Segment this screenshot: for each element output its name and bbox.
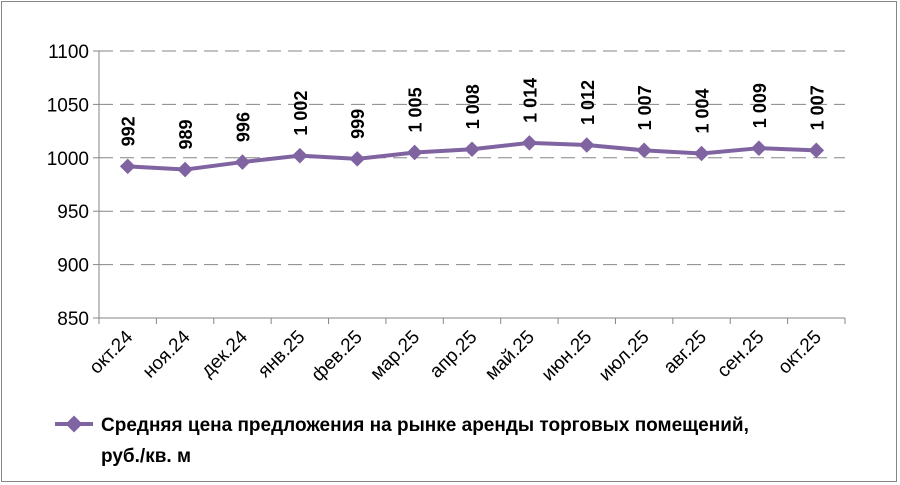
data-label: 1 007 [635, 85, 655, 130]
x-tick-label: май.25 [481, 327, 539, 385]
data-point [578, 137, 595, 153]
data-point [808, 142, 825, 159]
x-tick-label: апр.25 [426, 327, 482, 383]
x-tick-label: июн.25 [538, 327, 597, 386]
data-label: 1 009 [750, 83, 770, 128]
y-tick-label: 1000 [47, 149, 89, 170]
axes [93, 50, 846, 324]
data-label: 992 [119, 116, 139, 146]
x-tick-label: дек.24 [197, 326, 252, 381]
x-tick-label: июл.25 [595, 327, 654, 386]
data-label: 1 007 [807, 85, 827, 130]
y-tick-label: 1050 [47, 95, 89, 116]
data-point [464, 141, 480, 158]
data-point [119, 158, 136, 175]
x-tick-label: фев.25 [308, 327, 367, 386]
legend-label-line2: руб./кв. м [101, 446, 191, 467]
series-markers [119, 135, 825, 178]
legend-marker-sample [65, 415, 83, 433]
data-point [349, 151, 366, 167]
x-tick-label: авг.25 [660, 327, 711, 378]
data-label: 1 004 [693, 88, 713, 133]
data-labels: 992 989 996 1 002 999 1 005 1 008 1 014 1 012 1 0… [119, 78, 828, 150]
x-tick-label: сен.25 [713, 327, 768, 382]
data-label: 999 [348, 109, 368, 139]
y-tick-label: 950 [57, 202, 89, 223]
grid-lines [99, 50, 845, 266]
data-point [292, 147, 308, 164]
y-tick-label: 1100 [48, 42, 89, 63]
data-point [693, 145, 710, 162]
data-point [636, 142, 652, 159]
x-tick-label: окт.24 [86, 326, 138, 378]
data-label: 1 005 [406, 87, 426, 132]
x-tick-label: ноя.24 [139, 326, 195, 382]
data-point [406, 144, 423, 161]
legend-label-line1: Средняя цена предложения на рынке аренды… [101, 415, 749, 436]
data-label: 989 [176, 120, 196, 150]
data-label: 1 012 [578, 80, 598, 125]
x-tick-label: янв.25 [254, 327, 309, 382]
data-label: 1 008 [463, 84, 483, 129]
data-label: 1 002 [291, 91, 311, 136]
y-tick-label: 850 [57, 309, 89, 330]
y-tick-label: 900 [57, 256, 89, 277]
x-tick-label: мар.25 [366, 327, 424, 385]
data-point [177, 161, 193, 178]
data-point [521, 135, 538, 151]
data-label: 1 014 [520, 78, 540, 123]
data-point [751, 140, 767, 156]
x-tick-label: окт.25 [774, 327, 826, 379]
legend: Средняя цена предложения на рынке аренды… [55, 415, 749, 467]
data-label: 996 [233, 112, 253, 142]
y-tick-labels: 850 900 950 1000 1050 1100 [47, 42, 89, 330]
data-point [234, 154, 251, 170]
